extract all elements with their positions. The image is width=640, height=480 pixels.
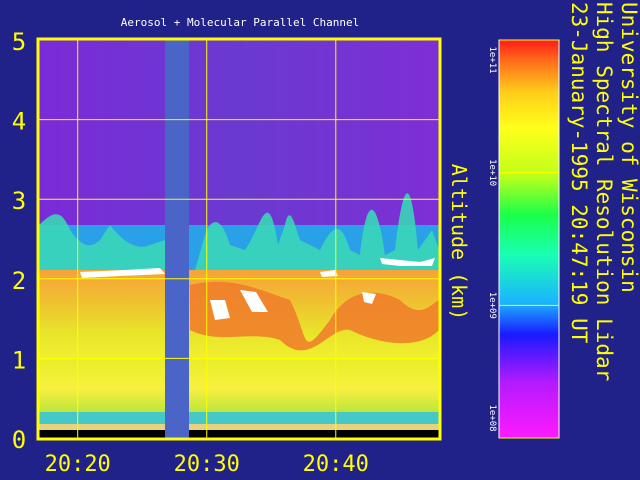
y-tick-label: 4: [12, 108, 26, 136]
colorbar-tick-label: 1e+09: [487, 292, 497, 319]
y-axis-label: Altitude (km): [447, 164, 471, 321]
heatmap-surface-noise: [39, 412, 439, 424]
y-tick-label: 3: [12, 187, 26, 215]
heatmap-area: [39, 40, 439, 438]
heatmap-upper-region: [39, 40, 439, 230]
heatmap-cloud-top: [80, 258, 435, 320]
y-tick-label: 0: [12, 426, 26, 454]
y-tick-label: 5: [12, 28, 26, 56]
y-axis: 0 1 2 3 4 5: [12, 28, 26, 454]
plot-frame: [36, 37, 442, 441]
heatmap-surface-band: [39, 424, 439, 430]
x-tick-label: 20:20: [45, 452, 111, 477]
colorbar-tick-label: 1e+10: [487, 159, 497, 186]
x-axis: 20:20 20:30 20:40: [45, 452, 369, 477]
colorbar-tick-label: 1e+11: [487, 46, 497, 73]
side-title-line: 23-January-1995 20:47:19 UT: [567, 2, 591, 344]
heatmap-lower-layer: [39, 360, 439, 416]
chart-title: Aerosol + Molecular Parallel Channel: [121, 16, 359, 29]
side-title-line: University of Wisconsin: [617, 2, 640, 293]
grid-lines: [39, 40, 439, 438]
no-data-gap: [165, 40, 189, 438]
y-tick-label: 2: [12, 267, 26, 295]
x-tick-label: 20:30: [174, 452, 240, 477]
side-title-line: High Spectral Resolution Lidar: [592, 2, 616, 381]
colorbar: [498, 39, 560, 439]
colorbar-ticks: 1e+11 1e+10 1e+09 1e+08: [487, 39, 559, 439]
x-tick-label: 20:40: [303, 452, 369, 477]
colorbar-tick-label: 1e+08: [487, 404, 497, 431]
heatmap-surface-dark: [39, 430, 439, 438]
heatmap-plumes: [39, 193, 439, 270]
y-tick-label: 1: [12, 346, 26, 374]
